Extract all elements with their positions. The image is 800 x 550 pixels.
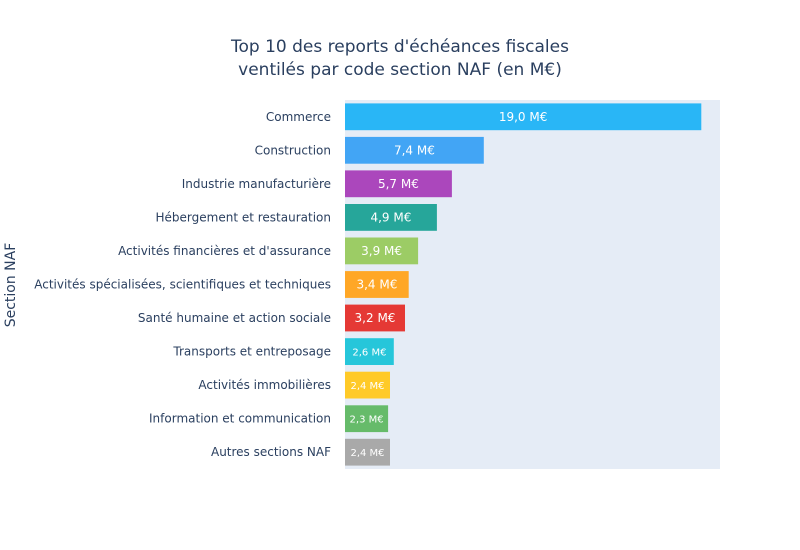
- chart-title-line-1: Top 10 des reports d'échéances fiscales: [230, 37, 569, 57]
- bars-group: 19,0 M€ Commerce 7,4 M€ Construction 5,7 M€ I…: [34, 103, 702, 466]
- bar-data-label-5: 3,4 M€: [356, 278, 397, 292]
- bar-3[interactable]: [345, 204, 437, 231]
- category-label-6: Santé humaine et action sociale: [138, 311, 331, 325]
- bar-data-label-9: 2,3 M€: [350, 415, 384, 426]
- bar-data-label-6: 3,2 M€: [355, 311, 396, 325]
- category-label-1: Construction: [255, 143, 331, 157]
- bar-7[interactable]: [345, 338, 394, 365]
- y-axis-title: Section NAF: [3, 243, 19, 328]
- bar-9[interactable]: [345, 405, 389, 433]
- bar-6[interactable]: [345, 304, 405, 332]
- bar-data-label-3: 4,9 M€: [370, 210, 411, 224]
- bar-1[interactable]: [345, 136, 484, 164]
- bar-data-label-8: 2,4 M€: [350, 381, 384, 392]
- category-label-3: Hébergement et restauration: [156, 210, 331, 224]
- bar-5[interactable]: [345, 271, 409, 298]
- bar-2[interactable]: [345, 170, 452, 198]
- bar-4[interactable]: [345, 237, 419, 265]
- bar-data-label-10: 2,4 M€: [350, 448, 384, 459]
- category-label-2: Industrie manufacturière: [182, 177, 331, 191]
- category-label-7: Transports et entreposage: [172, 345, 331, 359]
- bar-data-label-1: 7,4 M€: [394, 143, 435, 157]
- bar-0[interactable]: [345, 103, 702, 131]
- category-label-8: Activités immobilières: [198, 378, 331, 392]
- category-label-0: Commerce: [266, 110, 331, 124]
- bar-data-label-4: 3,9 M€: [361, 244, 402, 258]
- bar-10[interactable]: [345, 438, 390, 466]
- category-label-10: Autres sections NAF: [211, 445, 331, 459]
- bar-data-label-7: 2,6 M€: [352, 348, 386, 359]
- bar-8[interactable]: [345, 371, 390, 399]
- category-label-5: Activités spécialisées, scientifiques et…: [34, 278, 331, 292]
- category-label-9: Information et communication: [149, 412, 331, 426]
- chart-title-line-2: ventilés par code section NAF (en M€): [238, 60, 562, 80]
- bar-data-label-2: 5,7 M€: [378, 177, 419, 191]
- category-label-4: Activités financières et d'assurance: [118, 244, 331, 258]
- bar-data-label-0: 19,0 M€: [499, 110, 548, 124]
